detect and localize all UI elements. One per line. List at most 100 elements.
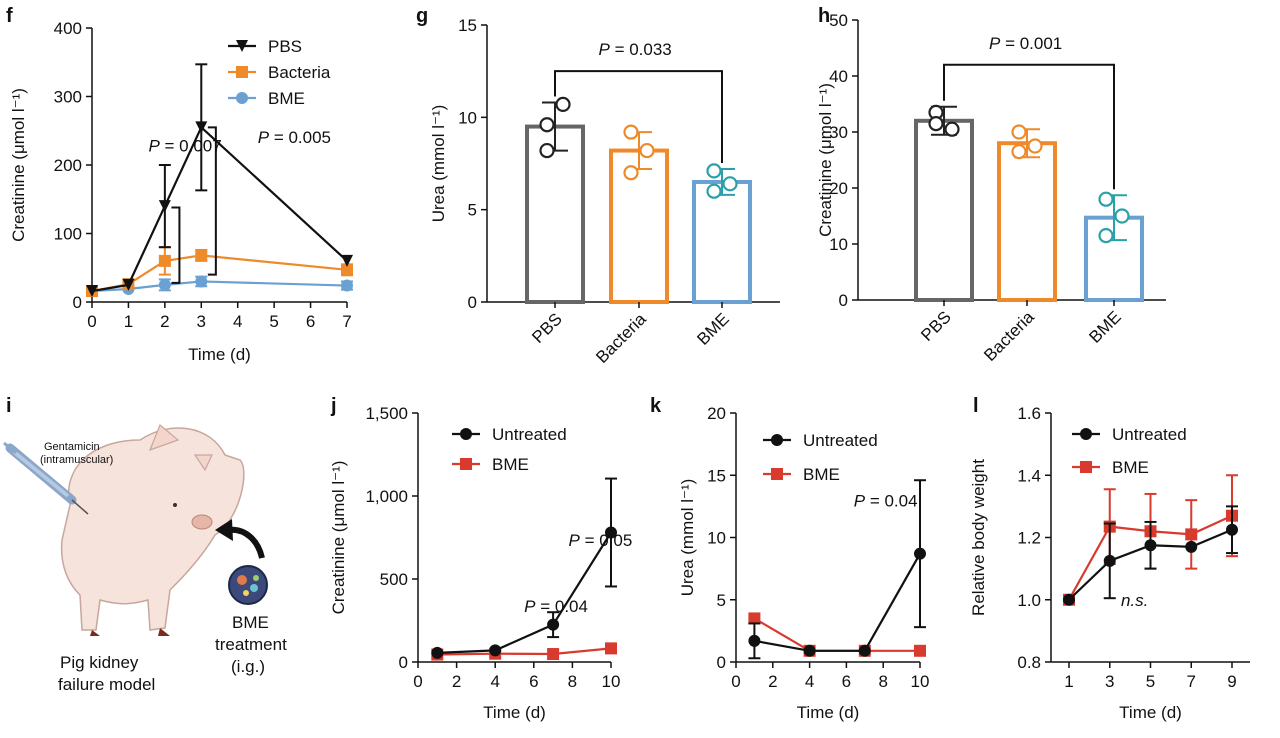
data-point [158, 254, 171, 267]
legend-marker [771, 468, 783, 480]
panel-letter-l: l [973, 395, 979, 417]
bar-group-pbs: PBS [914, 104, 974, 345]
chart-panel-g: g 0 5 10 15 Urea (mmol l⁻¹) PBS Bacteria BME P = … [416, 5, 780, 367]
data-point [803, 644, 816, 657]
data-point [1103, 554, 1116, 567]
data-point [195, 121, 208, 134]
legend: Untreated BME [1072, 425, 1187, 477]
chart-panel-l: l 0.8 1.0 1.2 1.4 1.6 1 3 5 7 9 Time (d) Relative bo… [969, 395, 1250, 722]
drug-name: Gentamicin [44, 441, 100, 453]
x-axis-label: Time (d) [188, 345, 251, 364]
category-label: Bacteria [592, 309, 650, 367]
panel-letter-j: j [330, 395, 337, 417]
data-point [1185, 540, 1198, 553]
data-point [1114, 208, 1130, 224]
data-point [928, 115, 944, 132]
legend-marker [236, 92, 248, 104]
y-tick-label: 30 [829, 123, 848, 142]
chart-panel-f: f 0 100 200 300 400 0 1 2 3 4 5 6 7 Time (d) Creatinine… [6, 5, 353, 364]
y-tick-label: 5 [468, 201, 477, 220]
treatment-label-line2: treatment [215, 635, 287, 654]
y-tick-label: 0 [73, 293, 82, 312]
data-point [748, 634, 761, 647]
x-tick-label: 2 [160, 312, 169, 331]
y-axis-label: Creatinine (μmol l⁻¹) [329, 461, 348, 615]
y-axis-label: Relative body weight [969, 459, 988, 616]
legend-label: Untreated [1112, 425, 1187, 444]
bar-group-bme: BME [1084, 191, 1144, 347]
legend-label: PBS [268, 37, 302, 56]
data-point [623, 124, 639, 140]
series-untreated [431, 477, 617, 659]
x-tick-label: 10 [602, 672, 621, 691]
data-point [605, 526, 617, 539]
data-point [1011, 124, 1027, 140]
syringe-icon [3, 441, 89, 515]
p-value-annotation: P = 0.04 [854, 491, 918, 510]
data-point [605, 642, 617, 655]
bar [525, 124, 585, 304]
model-label-line2: failure model [58, 675, 155, 694]
p-value-annotation: P = 0.005 [258, 128, 331, 147]
x-tick-label: 4 [490, 672, 499, 691]
y-tick-label: 15 [707, 466, 726, 485]
x-tick-label: 5 [269, 312, 278, 331]
p-value-annotation: P = 0.05 [569, 531, 633, 550]
y-axis-label: Urea (mmol l⁻¹) [678, 479, 697, 597]
chart-panel-j: j 0 500 1,000 1,500 0 2 4 6 8 10 Time (d) Creatinine… [329, 395, 632, 722]
y-tick-label: 0 [839, 291, 848, 310]
series-pbs [86, 63, 353, 298]
bar [692, 179, 752, 304]
y-tick-label: 10 [458, 108, 477, 127]
y-tick-label: 300 [54, 88, 82, 107]
legend-marker [1080, 461, 1092, 473]
series-line [437, 647, 612, 656]
data-point [547, 648, 560, 661]
y-tick-label: 1,500 [365, 404, 408, 423]
y-tick-label: 1.2 [1017, 529, 1041, 548]
data-point [1098, 228, 1114, 244]
y-tick-label: 500 [380, 570, 408, 589]
p-value-annotation: P = 0.007 [148, 136, 221, 155]
y-tick-label: 0 [717, 653, 726, 672]
y-tick-label: 1.6 [1017, 404, 1041, 423]
pig-icon [60, 424, 245, 636]
legend-label: BME [492, 455, 529, 474]
data-point [858, 644, 871, 657]
x-tick-label: 0 [731, 672, 740, 691]
y-axis-label: Urea (mmol l⁻¹) [429, 105, 448, 223]
data-point [1185, 528, 1198, 541]
x-tick-label: 6 [842, 672, 851, 691]
data-point [623, 165, 639, 181]
chart-panel-h: h 0 10 20 30 40 50 Creatinine (μmol l⁻¹) PBS Bact… [816, 5, 1166, 365]
y-tick-label: 0 [399, 653, 408, 672]
x-tick-label: 1 [124, 312, 133, 331]
legend-label: Untreated [492, 425, 567, 444]
data-point [555, 96, 571, 113]
x-tick-label: 3 [1105, 672, 1114, 691]
y-tick-label: 1,000 [365, 487, 408, 506]
series-untreated [1063, 505, 1238, 606]
x-tick-label: 8 [568, 672, 577, 691]
data-point [1011, 144, 1027, 160]
model-label-line1: Pig kidney [60, 653, 139, 672]
legend: Untreated BME [763, 431, 878, 484]
category-label: PBS [917, 307, 954, 344]
data-point [341, 279, 353, 292]
panel-letter-i: i [6, 395, 12, 417]
series-line [754, 553, 921, 652]
data-point [158, 278, 171, 291]
data-point [722, 176, 738, 192]
data-point [914, 547, 926, 560]
y-tick-label: 200 [54, 156, 82, 175]
p-value-annotation: P = 0.033 [599, 40, 672, 59]
data-point [122, 278, 135, 291]
x-tick-label: 2 [452, 672, 461, 691]
legend-marker [771, 434, 783, 446]
legend-label: BME [268, 89, 305, 108]
x-tick-label: 3 [197, 312, 206, 331]
p-value-annotation: P = 0.04 [524, 597, 588, 616]
data-point [539, 117, 555, 133]
